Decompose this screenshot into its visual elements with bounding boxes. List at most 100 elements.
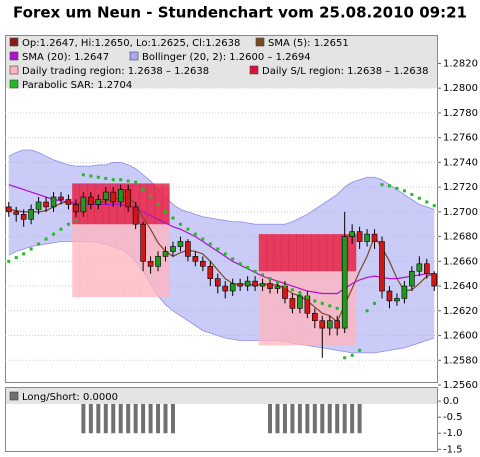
candle-body [259, 283, 266, 287]
sar-dot [126, 179, 130, 183]
candle-body [192, 256, 199, 262]
sar-dot [178, 222, 182, 226]
candle-body [341, 236, 348, 329]
y-tick-label: 1.2700 [443, 207, 478, 218]
region-cell [258, 234, 267, 272]
bar [297, 401, 302, 434]
sar-dot [134, 180, 138, 184]
y-tick-label: 1.2580 [443, 355, 478, 366]
candle-body [319, 320, 326, 329]
candle-body [401, 285, 408, 299]
sar-dot [104, 176, 108, 180]
candle-body [371, 233, 378, 242]
y-tick-label: -1.5 [443, 444, 463, 455]
candle-body [65, 199, 72, 205]
candle-body [177, 241, 184, 247]
bar [118, 401, 123, 434]
y-tick-label: 1.2720 [443, 182, 478, 193]
candle-body [282, 285, 288, 299]
candle-body [102, 191, 109, 200]
bar [290, 401, 295, 434]
region-cell [303, 234, 312, 272]
y-tick-label: 1.2760 [443, 133, 478, 144]
sar-dot [432, 204, 436, 208]
sar-dot [66, 222, 70, 226]
legend-box [6, 36, 437, 88]
sar-dot [328, 304, 332, 308]
region-cell [131, 187, 140, 298]
sar-dot [111, 178, 115, 182]
sar-dot [365, 309, 369, 313]
candle-body [386, 290, 393, 302]
bar [350, 401, 355, 434]
sar-dot [37, 242, 41, 246]
candle-body [200, 261, 206, 267]
candle-body [312, 312, 318, 321]
y-tick-label: -0.5 [443, 412, 463, 423]
bar [275, 401, 280, 434]
sar-dot [253, 269, 257, 273]
bar [133, 401, 138, 434]
bar [111, 401, 116, 434]
sar-dot [208, 242, 212, 246]
sar-dot [268, 277, 272, 281]
candle-body [229, 283, 236, 292]
region-cell [102, 187, 110, 298]
bar [170, 401, 175, 434]
line [8, 196, 435, 323]
bar [148, 401, 153, 434]
sar-dot [425, 200, 429, 204]
candle-body [185, 241, 191, 257]
candle-body [222, 285, 229, 292]
sar-dot [119, 178, 123, 182]
sar-dot [417, 196, 421, 200]
candle-body [289, 298, 296, 309]
bar [141, 401, 146, 434]
y-tick-label: 0.0 [443, 396, 459, 407]
candle-body [140, 223, 146, 262]
y-tick-label: 1.2640 [443, 281, 478, 292]
y-tick-label: 1.2820 [443, 58, 478, 69]
candle-body [50, 196, 57, 208]
candle-body [147, 261, 154, 267]
layers: 1.2820 1.2800 1.2780 1.2760 1.2740 1.2720 1.27… [5, 36, 478, 455]
candle-body [162, 251, 169, 257]
candle-body [132, 206, 139, 225]
candle-body [326, 320, 333, 329]
legend-swatch [9, 51, 19, 61]
sar-dot [261, 273, 265, 277]
sar-dot [358, 348, 362, 352]
region-cell [146, 187, 155, 298]
bar [126, 401, 131, 434]
candle-body [170, 246, 176, 252]
line [8, 184, 435, 295]
bar [335, 401, 340, 434]
sar-dot [298, 291, 302, 295]
sar-dot [395, 186, 399, 190]
region-cell [288, 234, 297, 272]
candle-body [244, 280, 251, 287]
y-tick-label: -1.0 [443, 428, 463, 439]
y-tick-label: 1.2600 [443, 331, 478, 342]
candle-body [58, 196, 64, 200]
y-tick-label: 1.2560 [443, 380, 478, 391]
region-cell [79, 187, 88, 298]
sar-dot [320, 301, 324, 305]
sar-dot [186, 227, 190, 231]
bar [327, 401, 332, 434]
sar-dot [238, 262, 242, 266]
y-tick-label: 1.2740 [443, 157, 478, 168]
bar [96, 401, 101, 434]
bar [88, 401, 93, 434]
candle-body [297, 295, 303, 309]
candle-body [43, 201, 49, 208]
sar-dot [29, 247, 33, 251]
region-cell [311, 234, 319, 346]
candle-body [13, 211, 19, 215]
sar-dot [373, 301, 377, 305]
candle-body [267, 283, 273, 289]
legend-swatch [9, 79, 19, 89]
legend-swatch [255, 37, 265, 47]
bar [320, 401, 325, 434]
sar-dot [149, 195, 153, 199]
